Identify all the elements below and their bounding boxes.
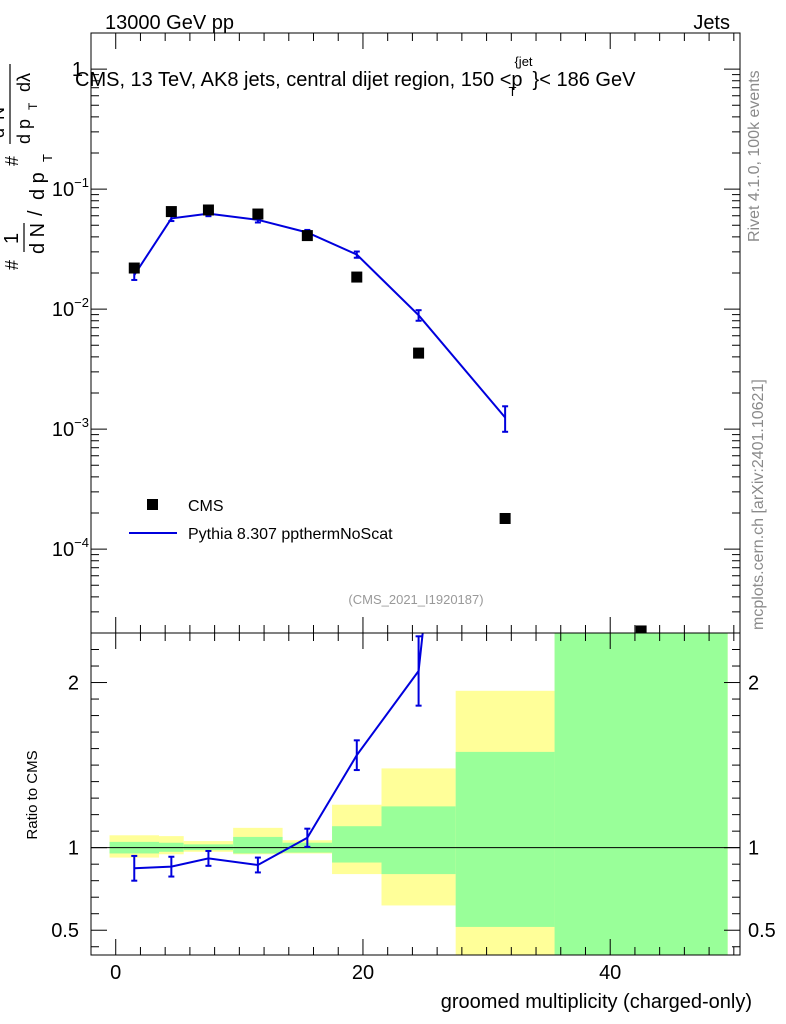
main-y-ticks: 1 10−1 10−2 10−3 10−4: [52, 32, 740, 634]
svg-text:d p: d p: [14, 119, 34, 144]
svg-text:dλ: dλ: [14, 73, 34, 92]
svg-text:d N: d N: [27, 223, 49, 254]
svg-text:d p: d p: [27, 172, 49, 200]
ratio-frame: [90, 632, 741, 956]
rivet-label: Rivet 4.1.0, 100k events: [746, 70, 763, 242]
main-panel: 1 10−1 10−2 10−3 10−4 CMS, 13 TeV, AK8 jets,…: [0, 32, 741, 637]
ratio-bands: [109, 633, 728, 955]
mcplots-label: mcplots.cern.ch [arXiv:2401.10621]: [750, 379, 767, 630]
ratio-series: [131, 633, 424, 882]
cms-data-point: [635, 625, 647, 637]
ratio-band-stat: [332, 826, 382, 863]
svg-text:#: #: [2, 156, 22, 166]
svg-text:/: /: [25, 210, 47, 216]
ratio-y-axis-label: Ratio to CMS: [24, 750, 41, 839]
ratio-band-stat: [554, 633, 728, 955]
plot-title: CMS, 13 TeV, AK8 jets, central dijet reg…: [75, 54, 636, 99]
ratio-y-tick-label-right: 0.5: [748, 920, 776, 942]
main-x-ticks: [115, 33, 735, 633]
cms-data-point: [351, 271, 363, 283]
header-right: Jets: [693, 12, 730, 34]
y-tick-label: 10−1: [52, 175, 89, 201]
ratio-y-ticks: 0.5 0.5 1 1 2 2: [51, 632, 776, 948]
ratio-y-tick-label-left: 1: [68, 838, 79, 860]
cms-data-point: [499, 512, 511, 524]
ratio-band-stat: [381, 806, 456, 875]
legend-marker-cms: [147, 499, 158, 510]
x-tick-label: 20: [352, 962, 374, 984]
ratio-y-tick-label-right: 1: [748, 838, 759, 860]
x-axis-label: groomed multiplicity (charged-only): [441, 991, 752, 1013]
ratio-y-tick-label-right: 2: [748, 673, 759, 695]
y-tick-label: 10−3: [52, 415, 89, 441]
ratio-y-tick-label-left: 0.5: [51, 920, 79, 942]
cms-data-point: [252, 208, 264, 220]
pythia-line: [133, 212, 506, 419]
svg-text:1: 1: [1, 233, 23, 244]
svg-text:#: #: [2, 260, 22, 270]
cms-data-point: [301, 230, 313, 242]
ratio-panel: 0.5 0.5 1 1 2 2 0 20 40 Ratio to CMS groomed mu…: [24, 632, 776, 1013]
main-frame: [90, 32, 741, 634]
svg-text:T: T: [26, 102, 40, 110]
svg-text:d: d: [0, 128, 8, 138]
main-y-axis-label: # 1 d N / d p T # d 2 N d p T dλ: [0, 64, 55, 270]
cms-data-point: [128, 262, 140, 274]
legend-label-pythia: Pythia 8.307 ppthermNoScat: [188, 526, 393, 543]
ratio-band-stat: [455, 751, 555, 927]
y-tick-label: 10−4: [52, 535, 89, 561]
ratio-band-stat: [233, 836, 283, 854]
y-tick-label: 1: [72, 59, 83, 81]
cms-data-point: [413, 347, 425, 359]
ratio-y-tick-label-left: 2: [68, 673, 79, 695]
header-left: 13000 GeV pp: [105, 12, 234, 34]
ratio-pythia-line: [134, 633, 424, 870]
ratio-x-ticks: 0 20 40: [110, 633, 735, 984]
legend: CMS Pythia 8.307 ppthermNoScat: [129, 498, 393, 543]
y-tick-label: 10−2: [52, 295, 89, 321]
cms-data-point: [202, 204, 214, 216]
x-tick-label: 40: [599, 962, 621, 984]
svg-text:T: T: [40, 154, 55, 162]
svg-text:N: N: [0, 107, 8, 120]
watermark: (CMS_2021_I1920187): [348, 592, 483, 607]
legend-label-cms: CMS: [188, 498, 224, 515]
x-tick-label: 0: [110, 962, 121, 984]
main-series: [128, 204, 647, 637]
cms-data-point: [165, 206, 177, 218]
